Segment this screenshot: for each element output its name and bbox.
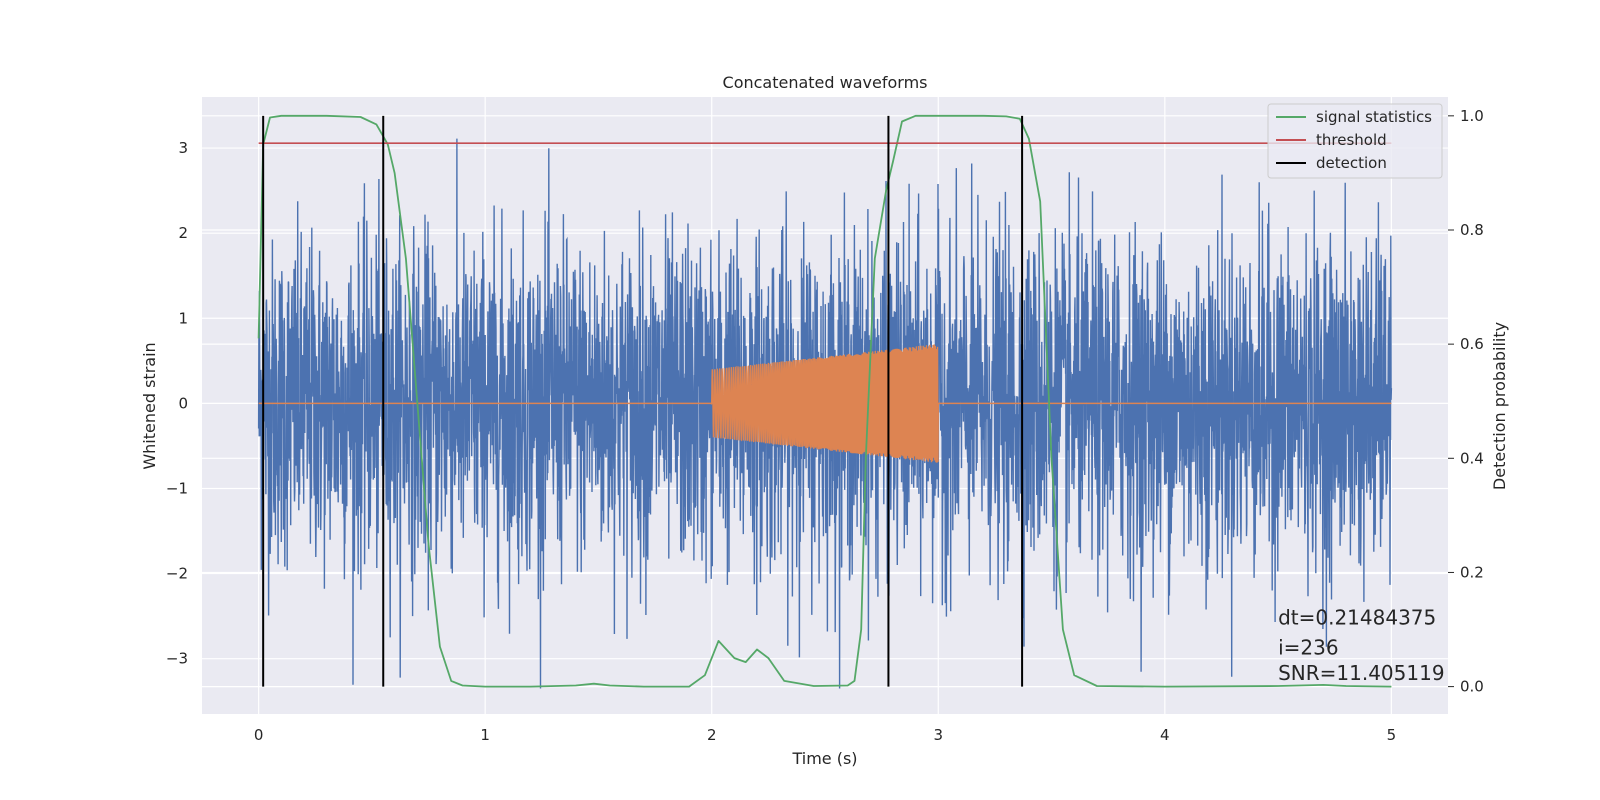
y2-tick-label: 0.2 [1460,563,1484,581]
legend-label-threshold: threshold [1316,131,1387,149]
series-signal-statistics [257,114,1392,688]
y2-tick-label: 0.8 [1460,221,1484,239]
y2-tick-labels: 0.0 0.2 0.4 0.6 0.8 1.0 [1448,107,1484,696]
legend-label-detection: detection [1316,154,1387,172]
annotation-text: i=236 [1278,635,1339,659]
y-tick-label: 2 [178,224,188,242]
y2-tick-label: 0.0 [1460,678,1484,696]
y-tick-labels: −3 −2 −1 0 1 2 3 [166,139,188,668]
x-tick-label: 0 [254,726,264,744]
y-axis-label: Whitened strain [140,342,159,469]
x-tick-label: 5 [1387,726,1397,744]
x-tick-labels: 0 1 2 3 4 5 [254,726,1396,744]
x-tick-label: 3 [933,726,943,744]
y-tick-label: 1 [178,309,188,327]
y2-tick-label: 0.4 [1460,449,1484,467]
y-tick-label: 3 [178,139,188,157]
y-tick-label: 0 [178,394,188,412]
y-tick-label: −2 [166,565,188,583]
series-chirp [258,344,1392,463]
y2-tick-label: 1.0 [1460,107,1484,125]
chart-title: Concatenated waveforms [723,73,928,92]
legend: signal statistics threshold detection [1267,103,1443,179]
x-tick-label: 1 [480,726,490,744]
y-tick-label: −3 [166,650,188,668]
x-tick-label: 4 [1160,726,1170,744]
plot-series [257,114,1393,689]
y-tick-label: −1 [166,479,188,497]
annotation-text: SNR=11.405119 [1278,661,1444,685]
legend-box [1267,103,1443,179]
y2-axis-label: Detection probability [1490,322,1509,490]
x-axis-label: Time (s) [791,749,857,768]
annotation-text: dt=0.21484375 [1278,606,1436,630]
x-tick-label: 2 [707,726,717,744]
legend-label-signal-statistics: signal statistics [1316,108,1432,126]
y2-tick-label: 0.6 [1460,335,1484,353]
